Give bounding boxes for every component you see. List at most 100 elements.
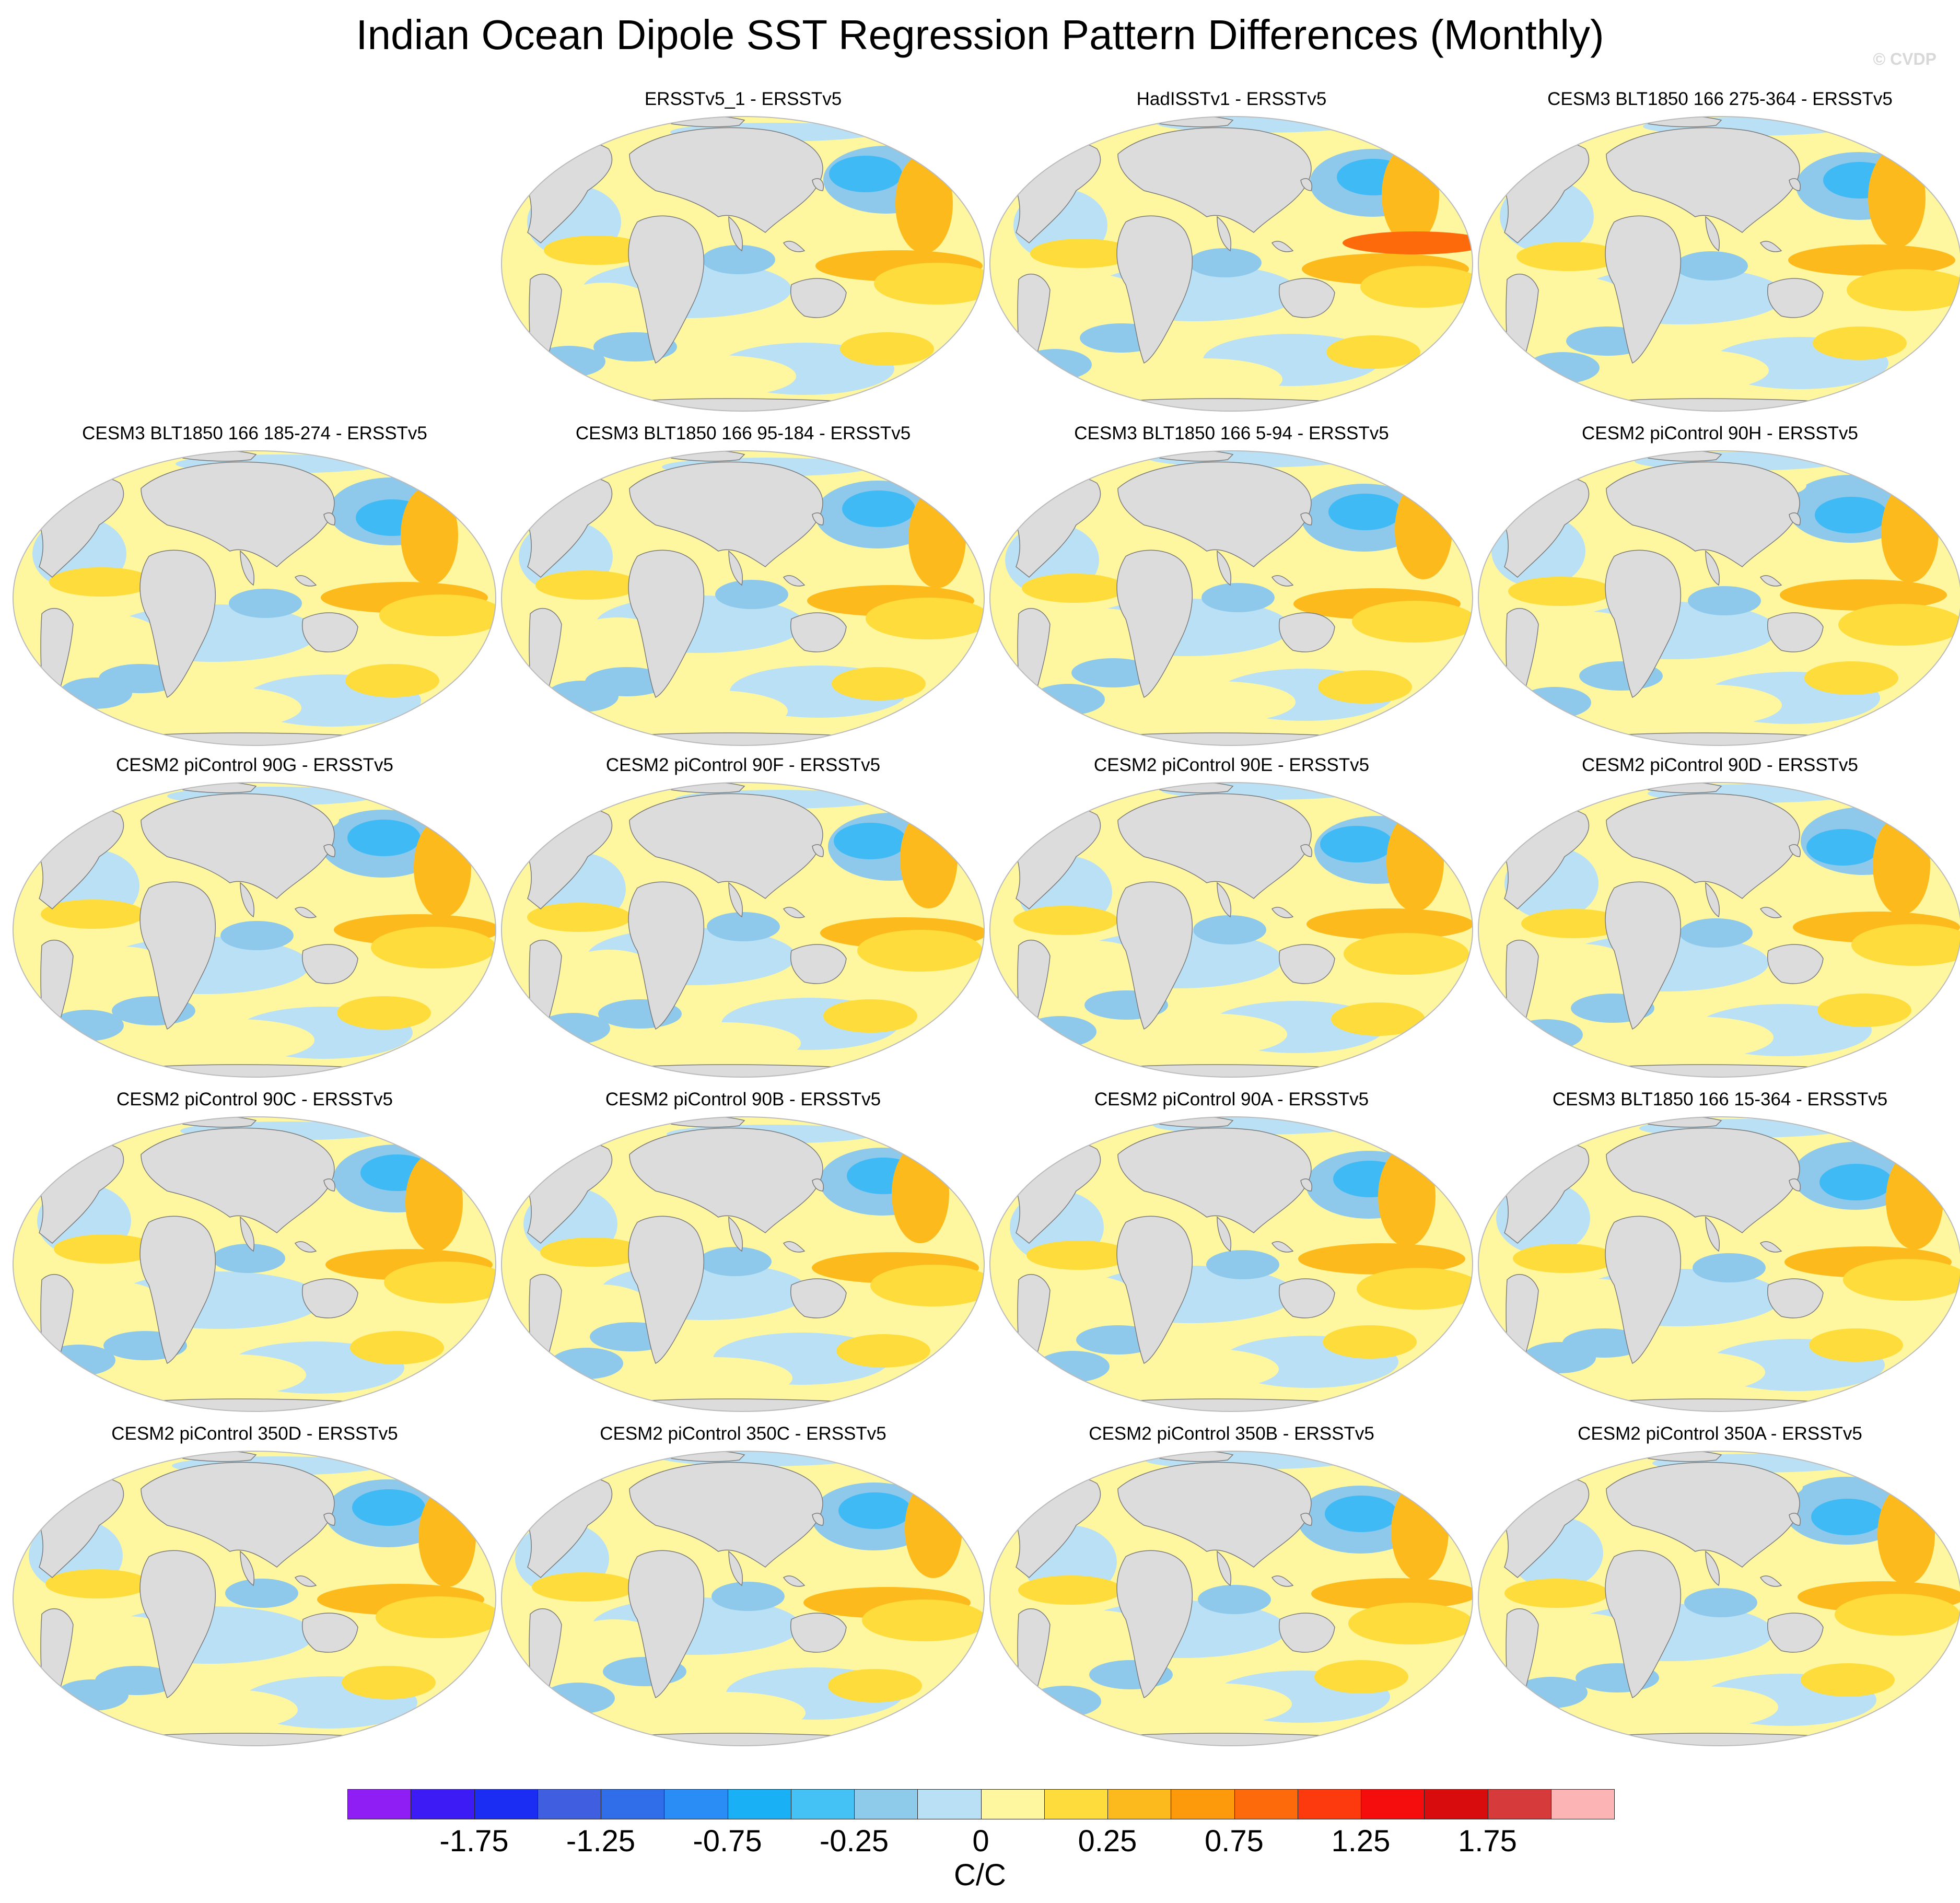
sst-anomaly-region: [1038, 941, 1153, 1003]
panel-title: CESM2 piControl 90C - ERSSTv5: [116, 1089, 393, 1110]
map-panel: CESM2 piControl 90E - ERSSTv5: [987, 755, 1476, 1079]
land-mass: [790, 612, 847, 652]
land-mass: [1217, 1550, 1231, 1586]
colorbar-tick-label: 1.25: [1331, 1824, 1391, 1858]
map-panel: HadISSTv1 - ERSSTv5: [987, 89, 1476, 413]
land-mass: [812, 1513, 824, 1526]
land-mass: [302, 944, 358, 984]
sst-difference-map: [13, 450, 496, 746]
sst-anomaly-region: [1036, 1351, 1110, 1382]
sst-anomaly-region: [1306, 908, 1473, 940]
panel-title: CESM3 BLT1850 166 95-184 - ERSSTv5: [575, 423, 911, 443]
colorbar-tick-label: 1.75: [1458, 1824, 1517, 1858]
sst-anomaly-region: [1018, 1575, 1123, 1605]
land-mass: [1271, 1241, 1294, 1253]
sst-anomaly-region: [862, 1600, 984, 1641]
sst-anomaly-region: [54, 1234, 158, 1264]
sst-anomaly-region: [1621, 1686, 1778, 1728]
land-mass: [1767, 1613, 1824, 1653]
sst-difference-map: [501, 782, 985, 1078]
sst-anomaly-region: [1348, 1603, 1473, 1644]
land-mass: [1117, 1127, 1312, 1233]
land-mass: [1605, 1216, 1682, 1364]
land-mass: [1300, 1178, 1312, 1192]
sst-anomaly-region: [1508, 577, 1613, 606]
land-mass: [1300, 844, 1312, 857]
land-mass: [1217, 216, 1231, 252]
sst-anomaly-region: [1320, 826, 1393, 862]
colorbar-swatch: [917, 1789, 982, 1819]
land-mass: [139, 881, 216, 1030]
panel-title: CESM3 BLT1850 166 15-364 - ERSSTv5: [1552, 1089, 1888, 1110]
land-mass: [323, 1513, 335, 1526]
land-mass: [812, 178, 824, 191]
sst-anomaly-region: [1030, 1276, 1145, 1338]
map-border: [989, 450, 1473, 746]
colorbar-swatch: [790, 1789, 855, 1819]
map-panel: CESM2 piControl 350B - ERSSTv5: [987, 1423, 1476, 1747]
map-border: [13, 1116, 496, 1412]
sst-anomaly-region: [834, 823, 907, 859]
sst-anomaly-region: [1835, 1594, 1960, 1636]
colorbar-labels: -1.75 -1.25 -0.75 -0.25 0 0.25 0.75 1.25 1.75: [0, 1823, 1960, 1860]
sst-anomaly-region: [829, 156, 902, 192]
sst-difference-map: [501, 450, 985, 746]
land-mass: [812, 844, 824, 857]
land-mass: [1271, 906, 1294, 918]
sst-anomaly-region: [832, 667, 926, 701]
land-mass: [1116, 215, 1193, 364]
land-mass: [1217, 882, 1231, 918]
sst-anomaly-region: [711, 1582, 785, 1611]
sst-anomaly-region: [545, 681, 619, 712]
panel-title: CESM2 piControl 90B - ERSSTv5: [605, 1089, 881, 1110]
land-mass: [790, 1613, 847, 1653]
sst-anomaly-region: [401, 486, 458, 585]
sst-anomaly-region: [866, 598, 984, 639]
land-mass: [141, 1127, 335, 1233]
land-mass: [323, 512, 335, 526]
land-mass: [1789, 1178, 1801, 1192]
sst-anomaly-region: [352, 1489, 425, 1526]
map-panel: ERSSTv5_1 - ERSSTv5: [499, 89, 987, 413]
map-panel: CESM2 piControl 90H - ERSSTv5: [1476, 423, 1960, 747]
sst-anomaly-region: [1608, 1351, 1765, 1393]
panel-title: ERSSTv5_1 - ERSSTv5: [644, 89, 842, 109]
sst-anomaly-region: [542, 1683, 615, 1714]
sst-anomaly-region: [52, 614, 167, 677]
sst-anomaly-region: [45, 1569, 150, 1598]
land-mass: [783, 575, 806, 587]
sst-anomaly-region: [828, 1669, 922, 1702]
sst-anomaly-region: [537, 1013, 610, 1044]
land-mass: [240, 550, 254, 586]
sst-difference-map: [13, 782, 496, 1078]
sst-anomaly-region: [1679, 918, 1753, 948]
land-mass: [1606, 793, 1800, 899]
sst-anomaly-region: [345, 664, 439, 697]
sst-difference-map: [1478, 116, 1960, 412]
colorbar-swatch: [981, 1789, 1045, 1819]
colorbar-tick-label: -0.75: [693, 1824, 762, 1858]
map-border: [989, 782, 1473, 1078]
sst-difference-map: [13, 1451, 496, 1746]
sst-anomaly-region: [1625, 684, 1782, 726]
panel-title: CESM2 piControl 350B - ERSSTv5: [1089, 1423, 1374, 1444]
panel-title: CESM2 piControl 90G - ERSSTv5: [115, 755, 393, 775]
sst-difference-map: [989, 1451, 1473, 1746]
sst-anomaly-region: [229, 589, 302, 618]
sst-anomaly-region: [1122, 1348, 1279, 1390]
sst-anomaly-region: [707, 912, 780, 941]
land-mass: [790, 944, 847, 984]
land-mass: [1605, 550, 1682, 698]
land-mass: [1606, 1127, 1800, 1233]
sst-anomaly-region: [1873, 815, 1930, 915]
sst-anomaly-region: [1028, 1686, 1101, 1717]
land-mass: [141, 793, 335, 899]
sst-anomaly-region: [1311, 1578, 1473, 1609]
map-border: [13, 450, 496, 746]
panel-title: CESM3 BLT1850 166 275-364 - ERSSTv5: [1547, 89, 1893, 109]
figure-title: Indian Ocean Dipole SST Regression Patte…: [356, 11, 1604, 58]
sst-anomaly-region: [1323, 1325, 1417, 1359]
sst-difference-map: [13, 1116, 496, 1412]
sst-anomaly-region: [1201, 583, 1275, 612]
sst-anomaly-region: [1026, 1241, 1131, 1270]
